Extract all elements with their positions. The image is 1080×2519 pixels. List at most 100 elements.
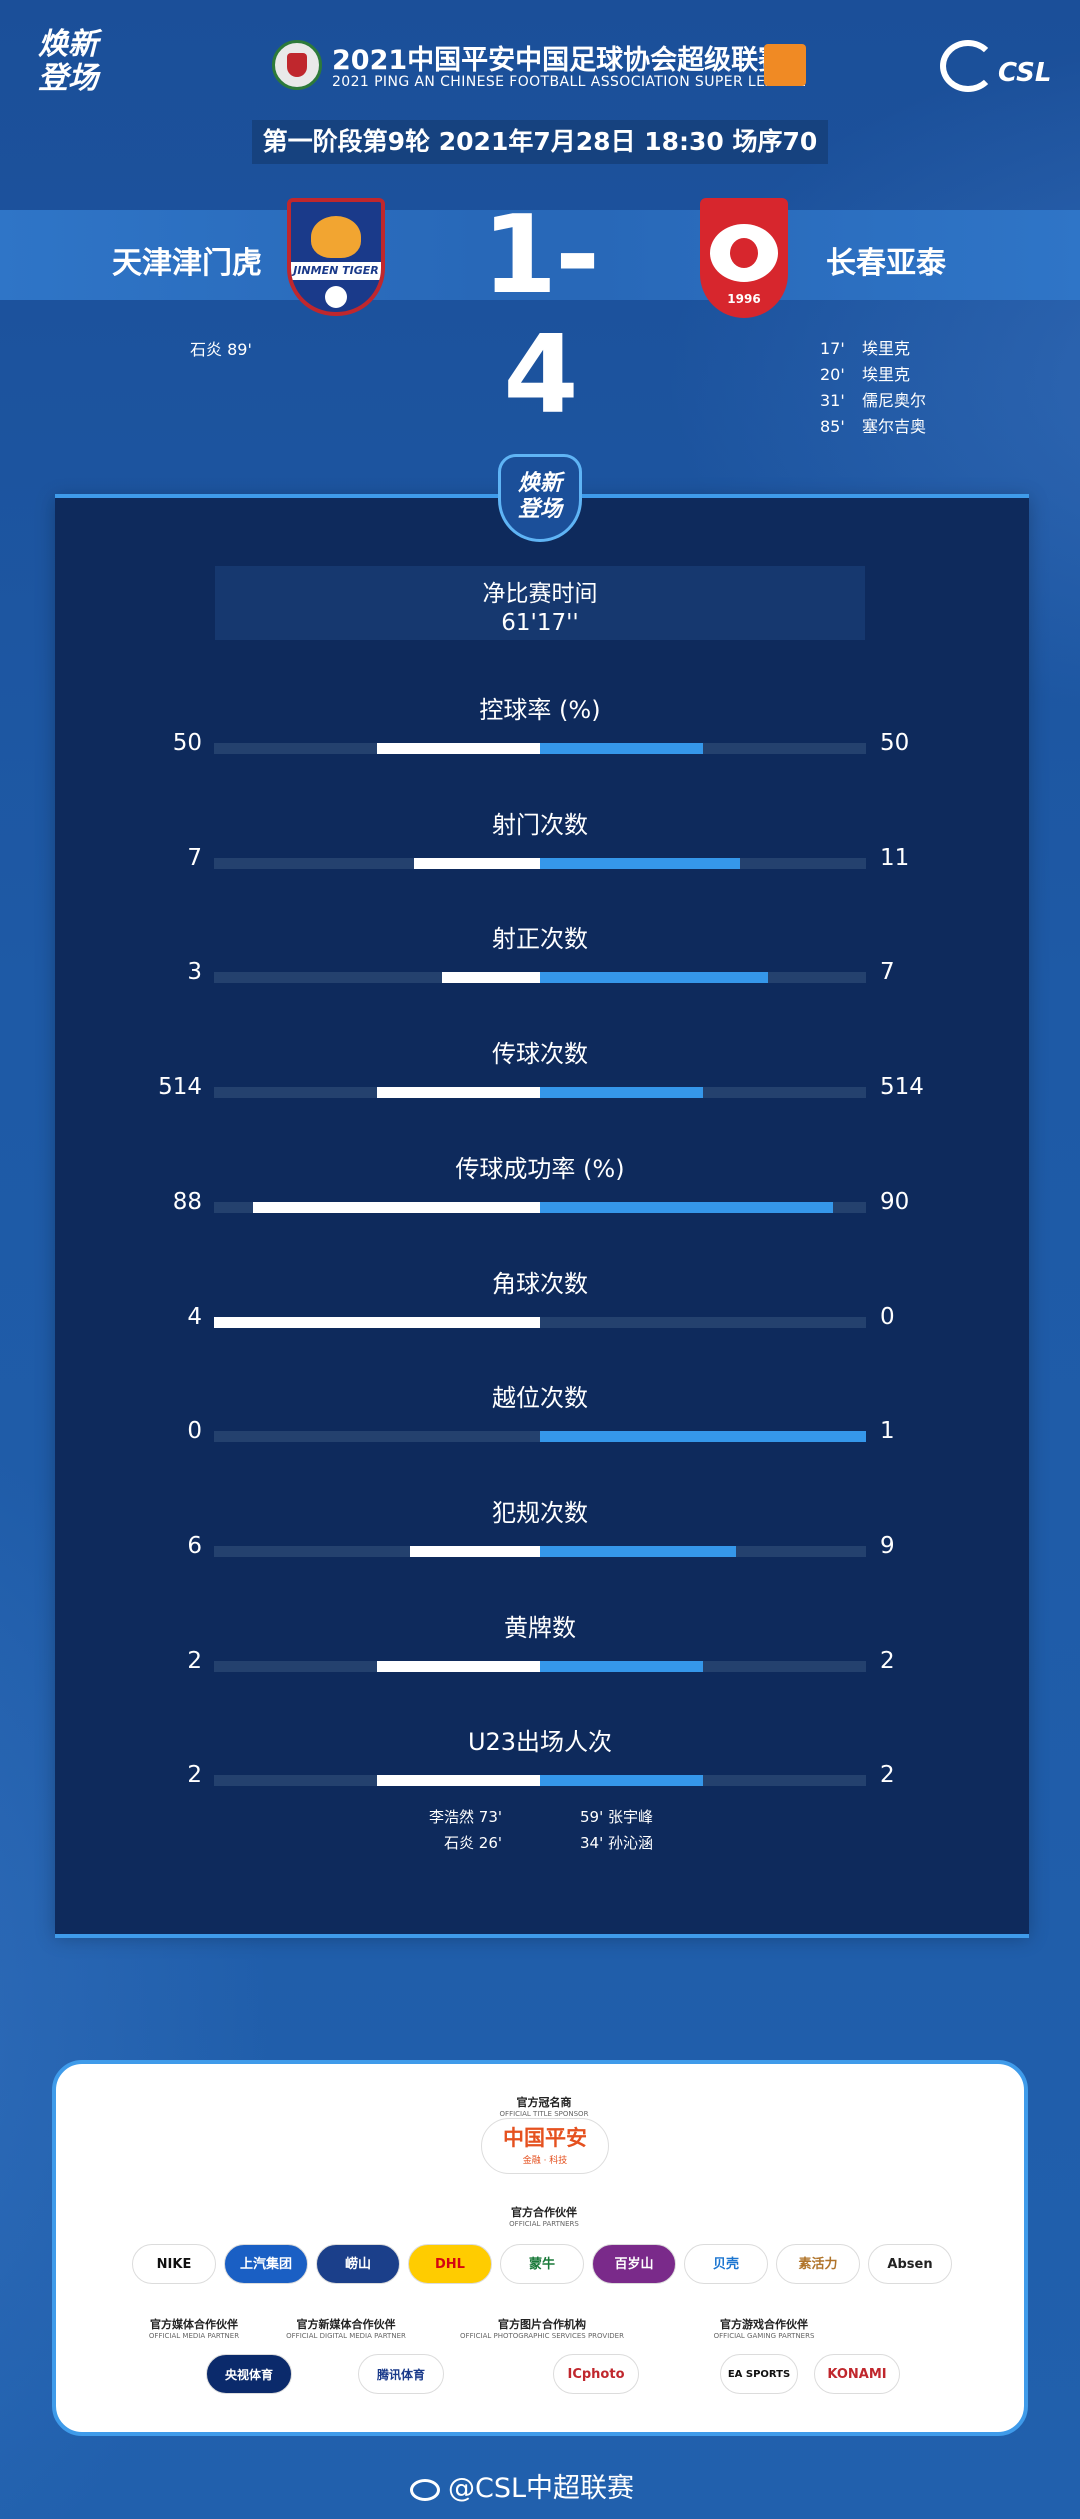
u23-player-minute: 59' xyxy=(580,1808,604,1826)
stat-away-bar xyxy=(540,1545,736,1557)
scorer-minute: 89' xyxy=(227,340,252,359)
league-title: 2021中国平安中国足球协会超级联赛 xyxy=(332,45,786,76)
brand-line-2: 登场 xyxy=(38,61,98,96)
cfa-badge-icon xyxy=(272,40,322,90)
stat-away-bar xyxy=(540,857,740,869)
stat-home-bar xyxy=(414,857,540,869)
stat-home-value: 0 xyxy=(187,1418,202,1445)
title-sponsor-heading: 官方冠名商 OFFICIAL TITLE SPONSOR xyxy=(56,2094,1032,2118)
scorer-name: 石炎 xyxy=(190,340,223,359)
scorer-name: 埃里克 xyxy=(862,339,911,358)
stat-away-value: 9 xyxy=(880,1532,895,1559)
shield-badge-icon: 焕新 登场 xyxy=(490,448,590,548)
stat-label: 传球次数 xyxy=(492,1040,588,1069)
stat-label: 越位次数 xyxy=(492,1384,588,1413)
u23-player-minute: 26' xyxy=(478,1834,502,1852)
scorer-minute: 17' xyxy=(820,339,845,358)
csl-logo-text: CSL xyxy=(998,58,1052,88)
home-crest-text: JINMEN TIGER xyxy=(291,262,381,280)
shield-line-2: 登场 xyxy=(517,497,562,522)
sponsor-mini-logo-icon xyxy=(764,44,806,86)
stat-row: 角球次数 4 0 xyxy=(0,1264,1080,1344)
net-time-box: 净比赛时间 61'17'' xyxy=(215,566,865,640)
partners-heading-text: 官方合作伙伴 xyxy=(511,2206,577,2219)
net-time-label: 净比赛时间 xyxy=(482,581,598,607)
partners-heading: 官方合作伙伴 OFFICIAL PARTNERS xyxy=(56,2204,1032,2228)
partner-logo: 贝壳 xyxy=(684,2244,768,2284)
stat-away-bar xyxy=(540,1660,703,1672)
stat-away-value: 50 xyxy=(880,730,910,756)
crest-emblem-icon xyxy=(710,224,778,282)
u23-player-name: 石炎 xyxy=(443,1834,474,1852)
away-scorer: 31' 儒尼奥尔 xyxy=(820,388,926,414)
media-heading-en: OFFICIAL MEDIA PARTNER xyxy=(148,2332,240,2340)
partner-logo: 上汽集团 xyxy=(224,2244,308,2284)
weibo-icon xyxy=(410,2478,440,2501)
u23-away-player: 59' 张宇峰 xyxy=(580,1804,653,1830)
title-sponsor-tagline: 金融 · 科技 xyxy=(522,2156,568,2166)
media-partner-logo: 央视体育 xyxy=(206,2354,292,2394)
stat-away-bar xyxy=(540,1431,866,1443)
stat-away-bar xyxy=(540,972,768,984)
u23-home-list: 李浩然 73' 石炎 26' xyxy=(412,1804,502,1856)
stat-away-value: 2 xyxy=(880,1647,895,1674)
home-team-name: 天津津门虎 xyxy=(112,246,262,281)
away-crest-year: 1996 xyxy=(727,292,761,306)
brand-logo-left: 焕新 登场 xyxy=(38,28,128,98)
league-subtitle: 2021 PING AN CHINESE FOOTBALL ASSOCIATIO… xyxy=(332,74,807,90)
photo-heading-en: OFFICIAL PHOTOGRAPHIC SERVICES PROVIDER xyxy=(460,2332,624,2340)
stat-home-bar xyxy=(253,1201,540,1213)
photo-partner-logo: ICphoto xyxy=(553,2354,639,2394)
score: 1-4 xyxy=(482,193,600,438)
stat-label: 角球次数 xyxy=(492,1269,588,1298)
scorer-minute: 31' xyxy=(820,391,845,410)
stat-home-bar xyxy=(377,1775,540,1787)
stat-label: U23出场人次 xyxy=(467,1728,613,1757)
home-scorers: 石炎 89' xyxy=(190,336,252,360)
digital-heading: 官方新媒体合作伙伴 OFFICIAL DIGITAL MEDIA PARTNER xyxy=(0,2316,834,2340)
u23-away-list: 59' 张宇峰 34' 孙沁涵 xyxy=(580,1804,653,1856)
stat-home-value: 4 xyxy=(187,1303,202,1330)
brand-line-1: 焕新 xyxy=(38,27,98,62)
stat-away-bar xyxy=(540,1087,703,1099)
gaming-heading: 官方游戏合作伙伴 OFFICIAL GAMING PARTNERS xyxy=(276,2316,1080,2340)
media-heading-text: 官方媒体合作伙伴 xyxy=(150,2318,238,2331)
digital-heading-en: OFFICIAL DIGITAL MEDIA PARTNER xyxy=(286,2332,406,2340)
stat-home-bar xyxy=(377,1660,540,1672)
stat-home-bar xyxy=(377,1087,540,1099)
stat-home-value: 2 xyxy=(187,1647,202,1674)
partner-logo: 百岁山 xyxy=(592,2244,676,2284)
digital-heading-text: 官方新媒体合作伙伴 xyxy=(296,2318,396,2331)
u23-player-name: 张宇峰 xyxy=(608,1808,654,1826)
csl-logo: CSL xyxy=(940,36,1052,96)
stat-home-bar xyxy=(377,743,540,754)
stat-row: U23出场人次 2 2 xyxy=(0,1722,1080,1802)
partner-logo: 蒙牛 xyxy=(500,2244,584,2284)
gaming-partner-ea-logo: EA SPORTS xyxy=(720,2354,798,2394)
away-scorer: 17' 埃里克 xyxy=(820,336,926,362)
stat-row: 射正次数 3 7 xyxy=(0,919,1080,999)
stats-panel xyxy=(55,498,1029,1938)
stat-row: 犯规次数 6 9 xyxy=(0,1493,1080,1573)
u23-player-name: 孙沁涵 xyxy=(608,1834,654,1852)
away-crest-icon: 1996 xyxy=(700,198,788,318)
digital-partner-logo: 腾讯体育 xyxy=(358,2354,444,2394)
gaming-heading-text: 官方游戏合作伙伴 xyxy=(720,2318,808,2331)
stat-label: 传球成功率 (%) xyxy=(455,1154,625,1183)
stat-row: 传球成功率 (%) 88 90 xyxy=(0,1149,1080,1229)
u23-away-player: 34' 孙沁涵 xyxy=(580,1830,653,1856)
stat-away-value: 0 xyxy=(880,1303,895,1330)
scorer-name: 塞尔吉奥 xyxy=(862,417,927,436)
stat-away-bar xyxy=(540,1775,703,1787)
stat-away-value: 7 xyxy=(880,959,895,986)
stat-row: 传球次数 514 514 xyxy=(0,1034,1080,1114)
stat-home-bar xyxy=(214,1316,540,1328)
u23-home-player: 石炎 26' xyxy=(412,1830,502,1856)
net-time-value: 61'17'' xyxy=(501,610,579,636)
scorer-name: 儒尼奥尔 xyxy=(862,391,927,410)
stat-home-value: 7 xyxy=(187,844,202,871)
stat-track xyxy=(214,1316,866,1328)
partner-logo: NIKE xyxy=(132,2244,216,2284)
home-crest-icon: JINMEN TIGER xyxy=(287,198,385,316)
scorer-minute: 20' xyxy=(820,365,845,384)
